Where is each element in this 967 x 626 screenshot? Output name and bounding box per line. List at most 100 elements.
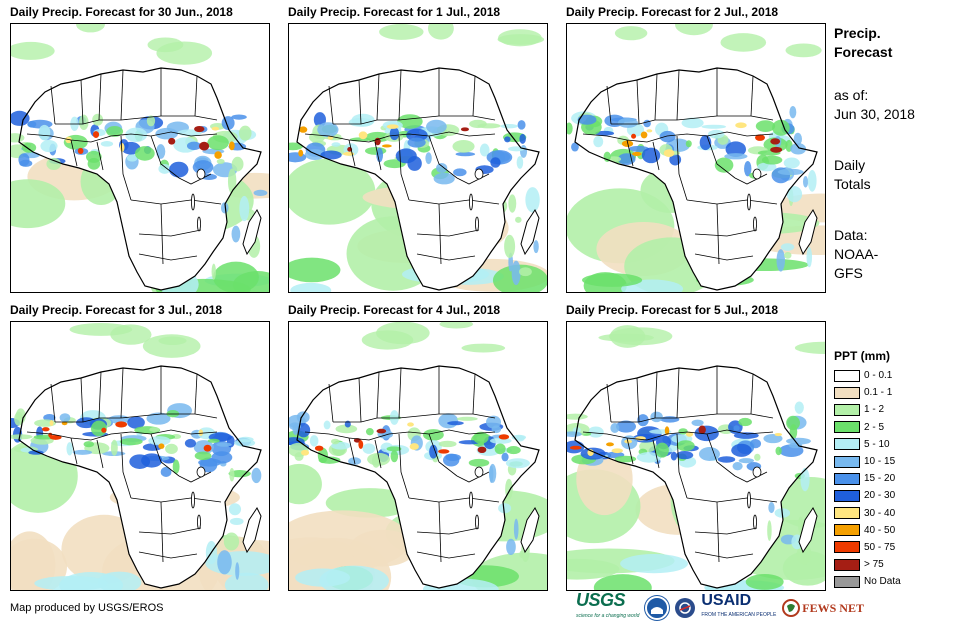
east-coast-shower (504, 234, 516, 259)
country-border (416, 551, 476, 559)
lake-malawi-outline (197, 216, 201, 232)
rain-belt-cell (438, 440, 457, 448)
rain-belt-cell (148, 436, 171, 446)
country-border (120, 433, 132, 499)
country-border (358, 79, 362, 125)
rain-belt-cell (426, 119, 447, 134)
usgs-tagline: science for a changing world (576, 613, 640, 619)
lake-malawi-outline (475, 514, 479, 530)
country-border (328, 383, 334, 423)
ocean-precip-patch (427, 24, 454, 40)
country-border (328, 85, 334, 125)
rain-belt-cell (775, 446, 782, 456)
rain-belt-cell (425, 152, 432, 165)
country-border (408, 199, 500, 205)
rain-belt-cell (504, 136, 511, 143)
country-border (636, 377, 640, 423)
rain-belt-cell (331, 438, 340, 445)
country-border (398, 367, 402, 419)
east-coast-shower (784, 251, 792, 259)
east-coast-shower (802, 176, 809, 188)
east-coast-shower (796, 543, 812, 565)
lake-tanganyika-outline (191, 491, 195, 509)
east-coast-shower (786, 186, 803, 203)
rain-belt-cell (59, 413, 71, 423)
country-border (686, 199, 778, 205)
legend-label: 0.1 - 1 (864, 387, 893, 399)
country-border (398, 135, 410, 201)
rain-belt-cell (207, 438, 220, 443)
rain-belt-cell (38, 124, 51, 141)
rain-heavy-core (299, 126, 308, 133)
legend-label: 1 - 2 (864, 404, 885, 416)
country-border (611, 413, 774, 423)
ocean-precip-patch (69, 323, 133, 336)
rain-belt-cell (788, 442, 803, 449)
rain-belt-cell (207, 135, 229, 151)
usgs-logo: USGS science for a changing world (576, 591, 640, 624)
rain-belt-cell (617, 117, 638, 128)
lake-tanganyika-outline (469, 193, 473, 211)
east-coast-shower (508, 194, 517, 213)
rain-belt-cell (407, 137, 426, 148)
rain-belt-cell (389, 127, 400, 141)
rain-belt-cell (296, 411, 310, 424)
country-border (694, 527, 758, 535)
east-coast-shower (231, 225, 241, 243)
rain-belt-cell (659, 130, 676, 143)
ocean-precip-patch (608, 327, 673, 346)
rain-belt-cell (615, 420, 637, 433)
country-border (55, 115, 218, 125)
ocean-precip-patch (11, 179, 66, 229)
logo-strip: USGS science for a changing world USAID … (576, 591, 864, 620)
country-border (676, 367, 680, 419)
map-svg (289, 322, 547, 590)
legend-label: No Data (864, 576, 901, 588)
east-coast-shower (776, 249, 786, 272)
rain-heavy-core (342, 151, 355, 156)
country-border (374, 141, 382, 171)
country-border (716, 501, 720, 563)
lake-victoria-outline (752, 466, 762, 478)
madagascar-outline (520, 507, 540, 554)
rain-belt-cell (14, 411, 24, 426)
madagascar-outline (798, 507, 818, 554)
rain-belt-cell (685, 140, 692, 148)
fewsnet-logo-text: FEWS NET (802, 600, 864, 615)
country-border (194, 75, 198, 117)
east-coast-shower (519, 550, 524, 558)
sidebar-title-line1: Precip. (834, 25, 881, 41)
rain-heavy-core (611, 448, 623, 454)
legend-swatch (834, 558, 860, 571)
east-coast-shower (806, 247, 813, 268)
madagascar-outline (242, 507, 262, 554)
rain-heavy-core (115, 421, 128, 428)
country-border (654, 371, 658, 419)
panel-title: Daily Precip. Forecast for 5 Jul., 2018 (566, 303, 779, 317)
rain-belt-cell (92, 113, 104, 126)
rain-belt-cell (292, 423, 299, 436)
rain-belt-cell (146, 412, 171, 425)
rain-belt-cell (738, 417, 752, 427)
legend-label: 50 - 75 (864, 541, 896, 553)
rain-belt-cell (11, 110, 30, 126)
country-border (55, 413, 218, 423)
legend-item: 5 - 10 (834, 436, 964, 453)
rain-belt-cell (216, 158, 225, 164)
rain-heavy-core (203, 444, 212, 452)
rain-belt-cell (27, 120, 37, 128)
lake-victoria-outline (196, 168, 206, 180)
rain-belt-cell (786, 415, 800, 431)
rain-belt-cell (165, 443, 178, 455)
country-border (706, 433, 736, 477)
country-border (676, 135, 688, 201)
rain-belt-cell (127, 416, 145, 429)
legend-title: PPT (mm) (834, 349, 891, 363)
rain-belt-cell (610, 423, 620, 433)
ocean-precip-patch (620, 554, 689, 574)
rain-belt-cell (72, 449, 93, 455)
country-border (398, 69, 402, 121)
rain-belt-cell (614, 455, 637, 463)
country-border (416, 229, 480, 237)
rain-belt-cell (110, 439, 118, 456)
